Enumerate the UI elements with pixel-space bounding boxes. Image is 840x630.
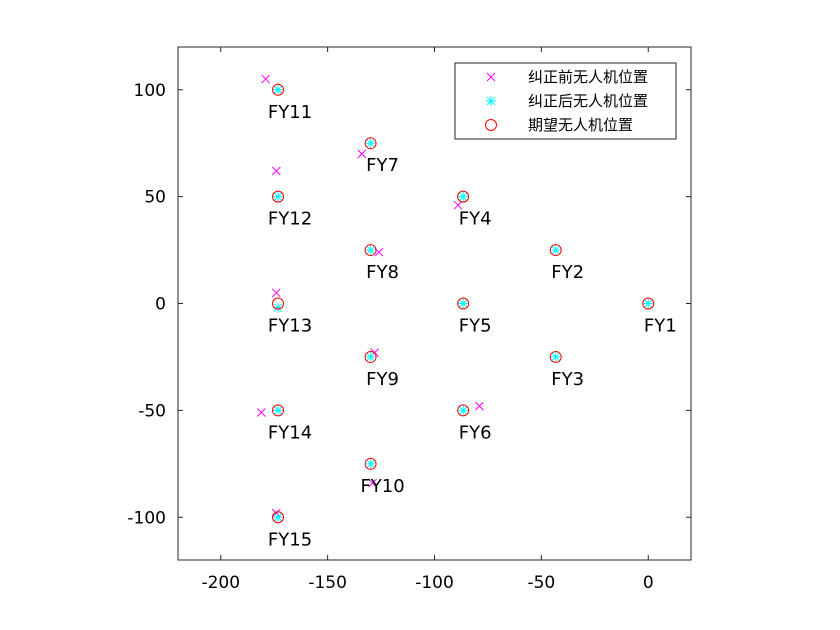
series-2 (272, 83, 655, 524)
x-tick-label: -100 (415, 573, 454, 593)
data-point-asterisk (273, 84, 284, 95)
y-tick-label: -100 (127, 508, 166, 528)
data-point-asterisk (273, 405, 284, 416)
legend-label: 纠正后无人机位置 (528, 92, 648, 110)
data-point-circle (364, 350, 377, 363)
y-tick-label: 100 (134, 81, 166, 101)
point-label: FY10 (360, 476, 404, 497)
x-tick-label: 0 (643, 573, 654, 593)
data-point-circle (457, 297, 470, 310)
data-point-asterisk (365, 138, 376, 149)
data-point-circle (272, 511, 285, 524)
point-labels: FY1 FY2 FY3 FY4 FY5 FY6 FY7 FY8 FY9 FY10 FY11 FY12 F… (268, 102, 677, 551)
data-point-asterisk (458, 405, 469, 416)
data-point-asterisk (365, 245, 376, 256)
data-point-circle (364, 137, 377, 150)
data-point-x (261, 74, 270, 84)
data-point-circle (272, 83, 285, 96)
legend-marker-circle (485, 119, 497, 131)
point-label: FY4 (459, 209, 492, 230)
data-point-asterisk (458, 298, 469, 309)
axis-ticks: -200 -150 -100 -50 0 100 50 0 -50 -100 (127, 47, 691, 593)
data-point-circle (364, 457, 377, 470)
data-point-asterisk (550, 245, 561, 256)
data-point-x (271, 288, 281, 298)
data-point-asterisk (458, 191, 469, 202)
point-label: FY15 (268, 529, 312, 550)
legend-label: 纠正前无人机位置 (528, 68, 648, 86)
data-point-circle (457, 404, 470, 417)
point-label: FY6 (459, 422, 492, 443)
data-point-x (453, 200, 463, 210)
data-point-asterisk (273, 191, 284, 202)
legend-marker-x (486, 72, 496, 82)
x-tick-label: -200 (201, 573, 240, 593)
data-point-asterisk (365, 351, 376, 362)
x-tick-label: -150 (308, 573, 347, 593)
data-point-asterisk (550, 351, 561, 362)
data-point-circle (642, 297, 655, 310)
point-label: FY12 (268, 209, 312, 230)
data-point-asterisk (643, 298, 654, 309)
point-label: FY13 (268, 316, 312, 337)
y-tick-label: -50 (138, 401, 166, 421)
x-tick-label: -50 (527, 573, 555, 593)
data-point-asterisk (365, 458, 376, 469)
point-label: FY9 (366, 369, 399, 390)
data-point-circle (272, 404, 285, 417)
legend-marker-asterisk (486, 96, 496, 106)
data-point-circle (549, 244, 562, 257)
data-point-x (257, 408, 266, 417)
point-label: FY7 (366, 155, 399, 176)
point-label: FY3 (551, 369, 584, 390)
data-point-circle (457, 190, 470, 203)
point-label: FY14 (268, 422, 312, 443)
data-points (257, 74, 655, 524)
data-point-x (368, 478, 377, 488)
series-1 (273, 84, 654, 523)
y-tick-label: 0 (155, 295, 166, 315)
data-point-circle (272, 297, 285, 310)
data-point-x (357, 149, 367, 159)
point-label: FY8 (366, 262, 399, 283)
data-point-circle (549, 350, 562, 363)
data-point-x (475, 401, 484, 411)
legend-label: 期望无人机位置 (528, 116, 633, 134)
data-point-x (271, 166, 281, 176)
data-point-circle (272, 190, 285, 203)
data-point-circle (364, 244, 377, 257)
data-point-asterisk (273, 512, 284, 523)
point-label: FY11 (268, 102, 312, 123)
y-tick-label: 50 (144, 188, 166, 208)
point-label: FY2 (551, 262, 584, 283)
point-label: FY5 (459, 316, 492, 337)
point-label: FY1 (644, 316, 677, 337)
